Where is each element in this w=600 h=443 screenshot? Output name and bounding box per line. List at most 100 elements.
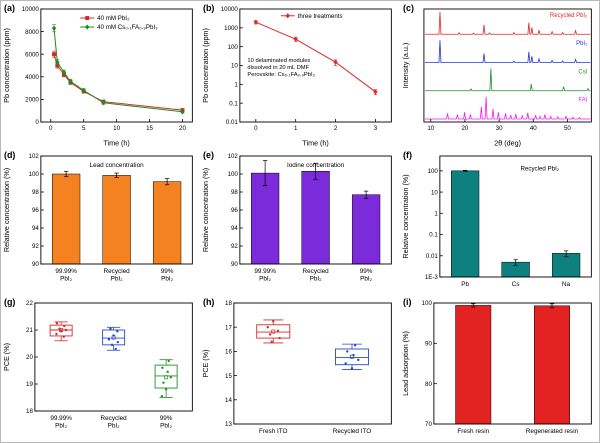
svg-text:96: 96 [32, 207, 39, 214]
svg-text:40 mM PbI₂: 40 mM PbI₂ [97, 15, 130, 22]
panel-a-pb-dissolution-kinetics: (a) 0 2000 4000 6000 8000 10000 0 5 10 15 20 Time (h… [1, 1, 201, 148]
svg-text:Time (h): Time (h) [103, 139, 129, 147]
svg-text:0.1: 0.1 [429, 232, 438, 239]
svg-text:0.1: 0.1 [230, 100, 239, 107]
svg-text:22: 22 [26, 300, 33, 307]
svg-text:PCE (%): PCE (%) [3, 343, 11, 371]
svg-text:Relative concentration (%): Relative concentration (%) [3, 168, 11, 252]
chart-c-xrd-plot: (c) Recycled PbI₂ PbI₂ CsI FAI 10 20 30 40 50 2θ (… [402, 3, 592, 148]
svg-text:(d): (d) [4, 150, 15, 160]
svg-text:5: 5 [82, 125, 86, 132]
svg-text:98: 98 [231, 189, 238, 196]
svg-text:0: 0 [49, 125, 53, 132]
svg-text:92: 92 [231, 243, 238, 250]
svg-text:(h): (h) [203, 297, 214, 307]
svg-text:PbI₂: PbI₂ [360, 275, 373, 282]
svg-text:10000: 10000 [221, 6, 239, 13]
svg-text:10: 10 [427, 125, 434, 132]
svg-text:0.01: 0.01 [426, 253, 439, 260]
svg-text:10 delaminated modules: 10 delaminated modules [248, 58, 311, 64]
svg-text:18: 18 [225, 300, 232, 307]
svg-text:dissolved in 20 mL DMF: dissolved in 20 mL DMF [248, 65, 310, 71]
svg-text:Fresh ITO: Fresh ITO [259, 428, 288, 435]
svg-text:102: 102 [29, 153, 40, 160]
svg-text:CsI: CsI [578, 69, 587, 75]
svg-text:3: 3 [374, 125, 378, 132]
svg-text:20: 20 [179, 125, 186, 132]
panel-h-pce-boxplots-ito: (h) Fresh ITO Recycled ITO 13 14 15 16 17 18 PCE … [200, 295, 400, 442]
svg-text:15: 15 [225, 373, 232, 380]
svg-text:100: 100 [421, 300, 432, 307]
svg-text:(b): (b) [203, 3, 214, 13]
svg-text:2000: 2000 [25, 97, 39, 104]
svg-text:10000: 10000 [22, 6, 40, 13]
svg-text:99.99%: 99.99% [255, 268, 277, 275]
svg-text:20: 20 [26, 354, 33, 361]
chart-h-box-plot: (h) Fresh ITO Recycled ITO 13 14 15 16 17 18 PCE … [202, 297, 393, 435]
svg-text:three treatments: three treatments [298, 13, 343, 20]
svg-text:1: 1 [235, 82, 239, 89]
svg-text:15: 15 [146, 125, 153, 132]
svg-text:(g): (g) [4, 297, 15, 307]
svg-text:Regenerated resin: Regenerated resin [525, 428, 578, 435]
svg-text:10: 10 [231, 63, 238, 70]
svg-text:2: 2 [334, 125, 338, 132]
svg-text:FAI: FAI [578, 98, 587, 104]
svg-text:Iodine concentration: Iodine concentration [287, 162, 345, 169]
svg-text:99.99%: 99.99% [55, 268, 77, 275]
svg-text:10: 10 [431, 189, 438, 196]
svg-text:1: 1 [294, 125, 298, 132]
svg-text:(a): (a) [4, 3, 15, 13]
panel-g-pce-boxplots-pbi2: (g) 99.99% PbI₂ Recycled PbI₂ 99% PbI₂ 18 19 20 21… [1, 295, 201, 442]
svg-text:4000: 4000 [25, 74, 39, 81]
svg-text:(i): (i) [403, 297, 411, 307]
svg-text:98: 98 [32, 189, 39, 196]
svg-text:1000: 1000 [224, 25, 238, 32]
svg-text:92: 92 [32, 243, 39, 250]
svg-text:PbI₂: PbI₂ [55, 422, 68, 429]
svg-text:Pb concentration (ppm): Pb concentration (ppm) [202, 28, 210, 103]
svg-text:16: 16 [225, 349, 232, 356]
svg-text:Na: Na [562, 281, 571, 288]
svg-text:PbI₂: PbI₂ [161, 275, 174, 282]
svg-text:Relative concentration (%): Relative concentration (%) [202, 168, 210, 252]
svg-text:21: 21 [26, 327, 33, 334]
svg-text:20: 20 [461, 125, 468, 132]
svg-text:Recycled: Recycled [101, 415, 128, 422]
svg-text:PbI₂: PbI₂ [576, 41, 588, 47]
panel-b-pb-removal-log-plot: (b) 0.01 0.1 1 10 100 1000 10000 0 1 2 3 Time (h) Pb … [200, 1, 400, 148]
svg-text:2θ (deg): 2θ (deg) [494, 139, 521, 147]
svg-text:40 mM Cs₀.₁FA₀.₉PbI₃: 40 mM Cs₀.₁FA₀.₉PbI₃ [97, 24, 158, 31]
panel-c-xrd-patterns: (c) Recycled PbI₂ PbI₂ CsI FAI 10 20 30 40 50 2θ (… [399, 1, 599, 148]
chart-f-log-bar-plot: (f) Pb Cs Na 1E-3 0.01 0.1 1 10 100 Relative conce… [402, 150, 592, 288]
panel-e-iodine-concentration-bars: (e) 99.99% PbI₂ Recycled PbI₂ 99% PbI₂ 90 92 94 96… [200, 148, 400, 295]
svg-text:Cs: Cs [511, 281, 519, 288]
svg-text:90: 90 [231, 261, 238, 268]
svg-text:102: 102 [228, 153, 239, 160]
svg-text:90: 90 [425, 341, 432, 348]
svg-text:Recycled: Recycled [104, 268, 131, 275]
svg-text:100: 100 [427, 168, 438, 175]
chart-i-bar-plot: (i) Fresh resin Regenerated resin 70 80 90 100… [402, 297, 592, 435]
svg-text:Lead adsorption (%): Lead adsorption (%) [402, 331, 410, 396]
svg-text:PbI₂: PbI₂ [259, 275, 272, 282]
svg-text:Recycled: Recycled [303, 268, 330, 275]
svg-text:Recycled PbI₂: Recycled PbI₂ [520, 166, 559, 173]
panel-f-impurity-log-bars: (f) Pb Cs Na 1E-3 0.01 0.1 1 10 100 Relative conce… [399, 148, 599, 295]
svg-text:1: 1 [434, 210, 438, 217]
svg-text:0: 0 [254, 125, 258, 132]
svg-text:PCE (%): PCE (%) [202, 350, 210, 378]
svg-text:Relative concentration (%): Relative concentration (%) [402, 174, 410, 258]
svg-text:Lead concentration: Lead concentration [90, 162, 145, 169]
svg-text:(f): (f) [403, 150, 412, 160]
svg-text:100: 100 [228, 171, 239, 178]
svg-text:99%: 99% [360, 268, 373, 275]
svg-text:Pb concentration (ppm): Pb concentration (ppm) [3, 28, 11, 103]
panel-i-lead-adsorption-bars: (i) Fresh resin Regenerated resin 70 80 90 100… [399, 295, 599, 442]
chart-d-bar-plot: (d)99.99%PbI₂RecycledPbI₂99%PbI₂90929496… [3, 150, 193, 283]
chart-b-semilog-line-plot: (b) 0.01 0.1 1 10 100 1000 10000 0 1 2 3 Time (h) Pb … [202, 3, 393, 148]
svg-text:17: 17 [225, 324, 232, 331]
svg-text:PbI₂: PbI₂ [160, 422, 173, 429]
svg-text:19: 19 [26, 381, 33, 388]
